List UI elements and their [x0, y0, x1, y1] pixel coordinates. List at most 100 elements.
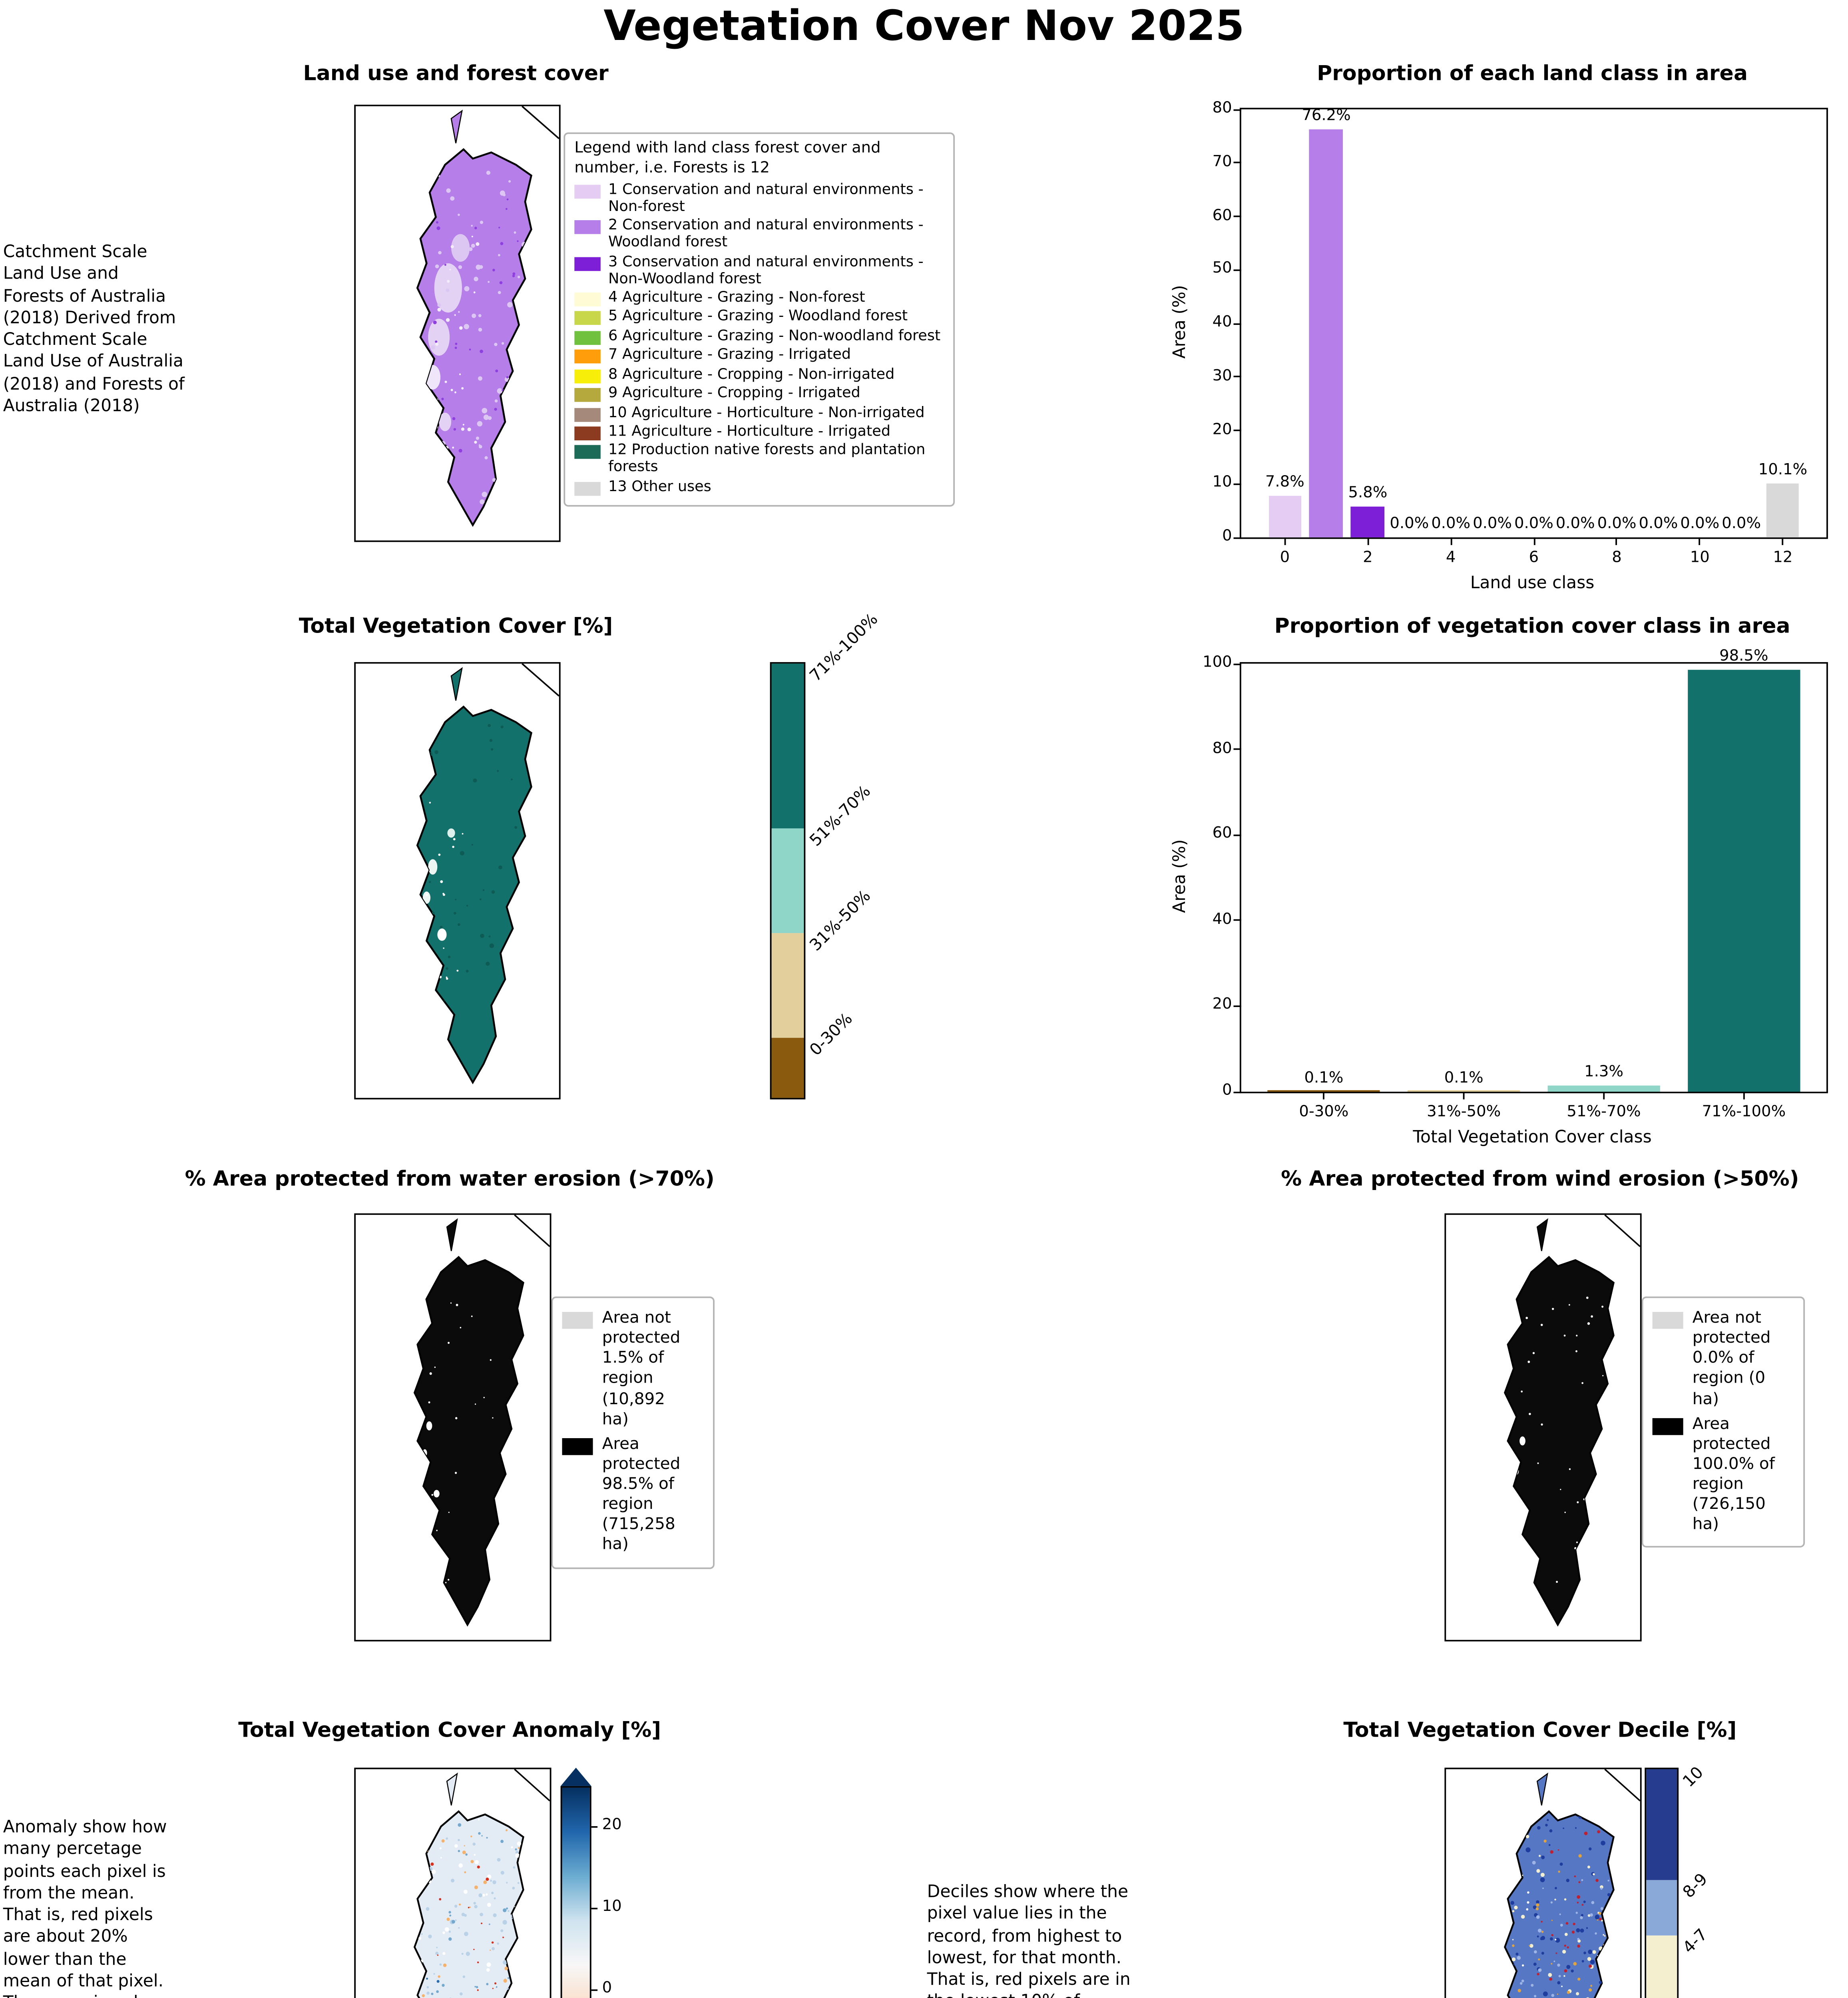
legend-label: 5 Agriculture - Grazing - Woodland fores…: [608, 308, 908, 326]
colorbar-segment: [771, 663, 804, 829]
y-tick-label: 80: [1212, 100, 1232, 117]
x-tick: [1284, 537, 1286, 545]
landuse-panel-title: Land use and forest cover: [303, 62, 609, 86]
legend-swatch: [562, 1438, 593, 1455]
bar-value-label: 98.5%: [1719, 648, 1768, 666]
y-tick-label: 40: [1212, 911, 1232, 928]
legend-label: Area protected 98.5% of region (715,258 …: [602, 1435, 681, 1554]
bar-value-label: 0.0%: [1680, 515, 1720, 533]
legend-swatch: [574, 185, 601, 199]
vegclass-bar-chart: 0 20 40 60 80 100 0-30% 31%-50% 51%-70% 71%-100% 0…: [1203, 649, 1828, 1121]
x-tick-label: 12: [1773, 549, 1793, 567]
y-tick: [1233, 919, 1241, 921]
landclass-chart-title: Proportion of each land class in area: [1317, 62, 1748, 86]
legend-item: 7 Agriculture - Grazing - Irrigated: [574, 347, 944, 365]
colorbar-tick: [591, 1988, 598, 1990]
legend-item: 10 Agriculture - Horticulture - Non-irri…: [574, 404, 944, 423]
y-tick-label: 30: [1212, 367, 1232, 385]
y-tick: [1233, 536, 1241, 538]
y-tick-label: 40: [1212, 314, 1232, 331]
wind-erosion-title: % Area protected from wind erosion (>50%…: [1281, 1167, 1799, 1192]
legend-label: 12 Production native forests and plantat…: [608, 442, 926, 476]
vegclass-chart-title: Proportion of vegetation cover class in …: [1274, 614, 1790, 639]
anomaly-panel-title: Total Vegetation Cover Anomaly [%]: [238, 1718, 661, 1743]
legend-label: 7 Agriculture - Grazing - Irrigated: [608, 347, 851, 364]
landuse-source-note: Catchment Scale Land Use and Forests of …: [3, 241, 185, 416]
vegcover-panel-title: Total Vegetation Cover [%]: [299, 614, 613, 639]
bar-value-label: 0.0%: [1473, 515, 1512, 533]
legend-item: Area protected 98.5% of region (715,258 …: [562, 1435, 704, 1556]
legend-swatch: [1652, 1312, 1683, 1329]
legend-swatch: [574, 330, 601, 345]
y-tick: [1233, 322, 1241, 324]
colorbar-segment-label: 71%-100%: [807, 610, 882, 686]
colorbar-segment: [771, 828, 804, 933]
colorbar-tick: [591, 1907, 598, 1909]
landclass-chart-ylabel: Area (%): [1169, 285, 1190, 359]
bar-value-label: 0.0%: [1431, 515, 1471, 533]
bar: [1408, 1090, 1520, 1092]
colorbar-segment: [1646, 1879, 1677, 1935]
colorbar-segment-label: 31%-50%: [807, 887, 875, 955]
bar: [1547, 1086, 1660, 1092]
x-tick: [1782, 537, 1784, 545]
legend-swatch: [574, 293, 601, 306]
landuse-map: [354, 105, 561, 542]
colorbar-tick-label: 20: [602, 1817, 622, 1835]
bar-value-label: 1.3%: [1584, 1065, 1623, 1082]
vegcover-map: [354, 662, 561, 1100]
x-tick: [1323, 1091, 1325, 1100]
x-tick-label: 10: [1690, 549, 1710, 567]
x-tick: [1533, 537, 1535, 545]
y-tick-label: 0: [1222, 1082, 1232, 1100]
bar: [1766, 483, 1800, 537]
y-tick-label: 60: [1212, 826, 1232, 843]
y-tick: [1233, 430, 1241, 431]
legend-label: 6 Agriculture - Grazing - Non-woodland f…: [608, 328, 941, 345]
colorbar-segment-label: 10: [1680, 1763, 1708, 1791]
y-tick-label: 60: [1212, 207, 1232, 224]
legend-item: 1 Conservation and natural environments …: [574, 182, 944, 217]
x-tick-label: 0: [1280, 549, 1290, 567]
legend-swatch: [574, 426, 601, 440]
legend-item: 11 Agriculture - Horticulture - Irrigate…: [574, 424, 944, 442]
colorbar-segment-label: 0-30%: [807, 1009, 857, 1059]
landclass-bar-chart: 0 10 20 30 40 50 60 70 80 0 2 4 6 8 10 12 7.8% 76.2% 5.8% 0…: [1213, 100, 1828, 567]
y-tick-label: 10: [1212, 474, 1232, 492]
colorbar-segment: [771, 1037, 804, 1098]
legend-label: Area protected 100.0% of region (726,150…: [1692, 1414, 1775, 1534]
x-tick: [1450, 537, 1452, 545]
legend-item: 13 Other uses: [574, 478, 944, 497]
legend-item: 12 Production native forests and plantat…: [574, 442, 944, 478]
colorbar-segment: [771, 933, 804, 1037]
bar-value-label: 76.2%: [1302, 108, 1351, 125]
bar-value-label: 0.1%: [1444, 1069, 1484, 1087]
legend-item: 5 Agriculture - Grazing - Woodland fores…: [574, 308, 944, 327]
landuse-legend-title: Legend with land class forest cover and …: [574, 140, 881, 177]
y-tick-label: 20: [1212, 997, 1232, 1014]
x-tick: [1743, 1091, 1745, 1100]
colorbar-segment-label: 8-9: [1680, 1870, 1712, 1902]
water-erosion-legend: Area not protected 1.5% of region (10,89…: [551, 1296, 715, 1568]
legend-label: 9 Agriculture - Cropping - Irrigated: [608, 385, 860, 402]
x-tick: [1616, 537, 1618, 545]
x-tick-label: 71%-100%: [1702, 1104, 1786, 1121]
legend-item: 3 Conservation and natural environments …: [574, 254, 944, 289]
x-tick-label: 6: [1529, 549, 1539, 567]
colorbar-tick-label: 0: [602, 1980, 612, 1997]
y-tick: [1233, 483, 1241, 485]
legend-item: 4 Agriculture - Grazing - Non-forest: [574, 290, 944, 308]
x-tick-label: 31%-50%: [1427, 1104, 1501, 1121]
bar-value-label: 0.1%: [1304, 1069, 1344, 1087]
bar-value-label: 0.0%: [1597, 515, 1637, 533]
x-tick-label: 8: [1612, 549, 1622, 567]
landclass-chart-xlabel: Land use class: [1470, 573, 1595, 593]
legend-swatch: [574, 482, 601, 496]
legend-swatch: [574, 407, 601, 422]
legend-label: 13 Other uses: [608, 478, 711, 496]
legend-swatch: [562, 1312, 593, 1329]
legend-item: 6 Agriculture - Grazing - Non-woodland f…: [574, 328, 944, 346]
legend-swatch: [1652, 1417, 1683, 1435]
y-tick: [1233, 834, 1241, 836]
